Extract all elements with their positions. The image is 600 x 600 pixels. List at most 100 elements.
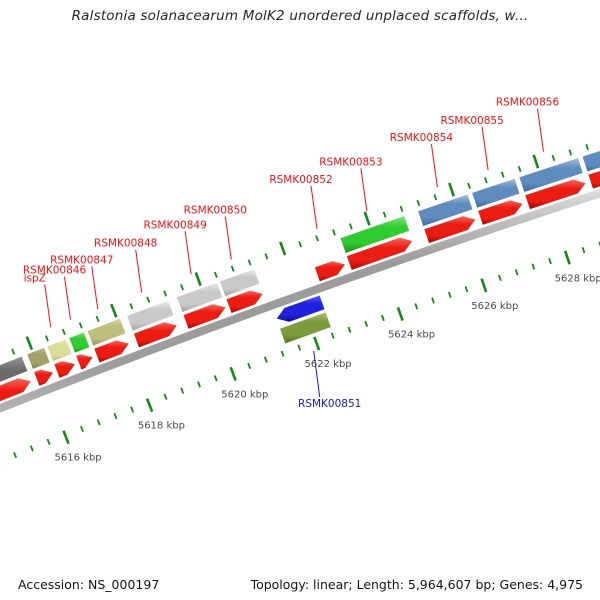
topology-stats-text: Topology: linear; Length: 5,964,607 bp; … <box>250 577 583 592</box>
inner-minor-tick <box>548 258 552 265</box>
gene-label[interactable]: RSMK00846 <box>23 265 87 277</box>
gene-label[interactable]: RSMK00855 <box>440 115 503 127</box>
gene-arrow[interactable] <box>52 359 78 380</box>
gene-label[interactable]: RSMK00847 <box>50 254 113 266</box>
backbone <box>0 188 600 414</box>
gene-arrow[interactable] <box>0 376 34 418</box>
outer-major-tick <box>279 241 287 256</box>
outer-minor-tick <box>129 303 134 310</box>
cds-block[interactable] <box>0 354 30 401</box>
ruler-label: 5626 kbp <box>471 301 518 312</box>
outer-minor-tick <box>517 165 522 173</box>
outer-major-tick <box>448 182 455 197</box>
label-leaders <box>44 108 544 398</box>
cds-block[interactable] <box>85 316 128 348</box>
cds-block[interactable] <box>338 214 411 255</box>
cds-block[interactable] <box>218 267 262 298</box>
inner-minor-tick <box>163 393 168 401</box>
cds-block[interactable] <box>416 192 475 228</box>
inner-minor-tick <box>130 406 135 413</box>
ruler-label: 5618 kbp <box>138 421 185 432</box>
outer-major-tick <box>363 211 371 226</box>
cds-block[interactable] <box>25 345 52 371</box>
inner-minor-tick <box>263 356 268 363</box>
gene-label[interactable]: RSMK00856 <box>496 97 560 109</box>
inner-minor-tick <box>381 314 385 322</box>
cds-block[interactable] <box>125 298 176 333</box>
outer-minor-tick <box>230 265 235 272</box>
outer-minor-tick <box>484 177 488 184</box>
outer-minor-tick <box>264 253 269 260</box>
cds-block[interactable] <box>45 337 74 363</box>
gene-label[interactable]: ispZ <box>24 272 46 284</box>
inner-minor-tick <box>13 451 18 459</box>
cds-block[interactable] <box>470 177 522 210</box>
inner-major-tick <box>62 430 70 445</box>
inner-minor-tick <box>447 291 452 298</box>
inner-minor-tick <box>414 303 419 310</box>
gene-arrow[interactable] <box>132 320 180 350</box>
backbone-band <box>0 188 600 414</box>
inner-minor-tick <box>213 375 218 382</box>
inner-minor-tick <box>180 387 185 394</box>
gene-label[interactable]: RSMK00849 <box>143 219 206 231</box>
gene-label[interactable]: RSMK00851 <box>298 398 361 410</box>
outer-minor-tick <box>180 284 184 291</box>
gene-label-leader <box>481 126 489 171</box>
inner-major-tick <box>396 306 404 322</box>
inner-minor-tick <box>46 438 51 446</box>
gene-label[interactable]: RSMK00854 <box>390 132 454 144</box>
gene-arrow[interactable] <box>586 166 600 191</box>
gene-label-leader <box>91 266 99 310</box>
gene-arrow[interactable] <box>181 302 228 331</box>
gene-arrow[interactable] <box>422 214 478 245</box>
gene-arrow[interactable] <box>224 289 265 315</box>
cds-block[interactable] <box>580 144 600 174</box>
outer-minor-tick <box>332 229 336 236</box>
gene-label-leader <box>537 108 544 152</box>
gene-label-leader <box>430 144 438 188</box>
outer-major-tick <box>194 272 202 287</box>
outer-minor-tick <box>163 290 168 297</box>
gene-arrow[interactable] <box>523 178 588 211</box>
status-bar: Accession: NS_000197 Topology: linear; L… <box>0 574 600 592</box>
gene-label-leader <box>184 231 192 275</box>
accession-text: Accession: NS_000197 <box>18 577 160 592</box>
outer-minor-tick <box>247 259 252 266</box>
outer-minor-tick <box>585 143 589 151</box>
inner-minor-tick <box>581 247 586 254</box>
inner-minor-tick <box>197 381 201 388</box>
inner-minor-tick <box>113 412 118 420</box>
gene-arrow[interactable] <box>476 198 525 227</box>
gene-label[interactable]: RSMK00848 <box>94 238 157 250</box>
gene-label-leader <box>310 185 318 229</box>
cds-block[interactable] <box>278 310 333 346</box>
outer-minor-tick <box>213 271 218 278</box>
gene-ring <box>0 166 600 418</box>
gene-arrow[interactable] <box>32 368 56 388</box>
ruler-label: 5628 kbp <box>555 273 600 284</box>
gene-arrow[interactable] <box>92 338 132 365</box>
cds-block[interactable] <box>517 156 585 194</box>
outer-minor-tick <box>382 211 387 218</box>
outer-minor-tick <box>568 149 573 156</box>
gene-label[interactable]: RSMK00850 <box>184 205 247 217</box>
inner-minor-tick <box>96 419 101 426</box>
cds-block[interactable] <box>175 280 225 314</box>
gene-arrow[interactable] <box>74 352 95 372</box>
inner-minor-tick <box>514 269 519 276</box>
gene-label[interactable]: RSMK00852 <box>269 174 332 186</box>
inner-minor-tick <box>80 425 84 433</box>
gene-arrow[interactable] <box>313 259 348 283</box>
gene-label[interactable]: RSMK00853 <box>319 156 382 168</box>
cds-block[interactable] <box>67 330 92 355</box>
cds-ring <box>0 144 600 401</box>
outer-minor-tick <box>551 154 556 162</box>
gene-arrow[interactable] <box>274 293 327 324</box>
outer-minor-tick <box>61 328 66 336</box>
gene-arrow[interactable] <box>345 236 415 272</box>
gene-label-leader <box>44 284 52 328</box>
map-title: Ralstonia solanacearum MolK2 unordered u… <box>71 8 529 24</box>
